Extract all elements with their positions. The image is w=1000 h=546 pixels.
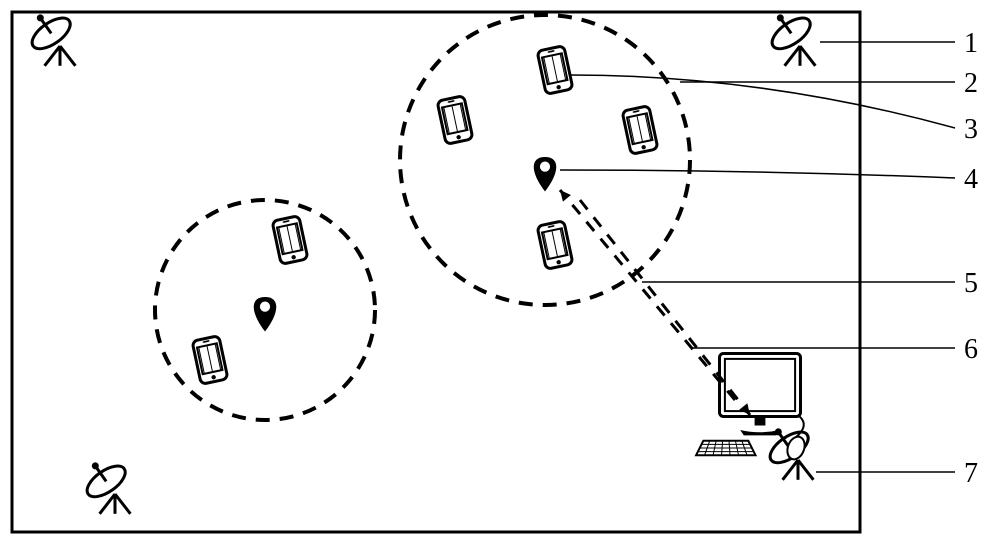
label-6: 6 xyxy=(964,334,978,366)
pin-right xyxy=(534,157,557,192)
label-7: 7 xyxy=(964,458,978,490)
phone-l1 xyxy=(272,216,308,265)
label-4: 4 xyxy=(964,164,978,196)
pin-left xyxy=(254,297,277,332)
leader-4 xyxy=(560,170,955,178)
label-1: 1 xyxy=(964,28,978,60)
antenna-bl xyxy=(75,450,130,513)
phone-r4 xyxy=(537,221,573,270)
label-2: 2 xyxy=(964,68,978,100)
diagram-stage: 1 2 3 4 5 6 7 xyxy=(0,0,1000,546)
label-3: 3 xyxy=(964,114,978,146)
diagram-svg xyxy=(0,0,1000,546)
phone-r1 xyxy=(437,96,473,145)
label-5: 5 xyxy=(964,268,978,300)
phone-r3 xyxy=(622,106,658,155)
computer xyxy=(696,354,808,462)
phone-l2 xyxy=(192,336,228,385)
arrow-to-pin xyxy=(560,190,735,400)
phone-r2 xyxy=(537,46,573,95)
